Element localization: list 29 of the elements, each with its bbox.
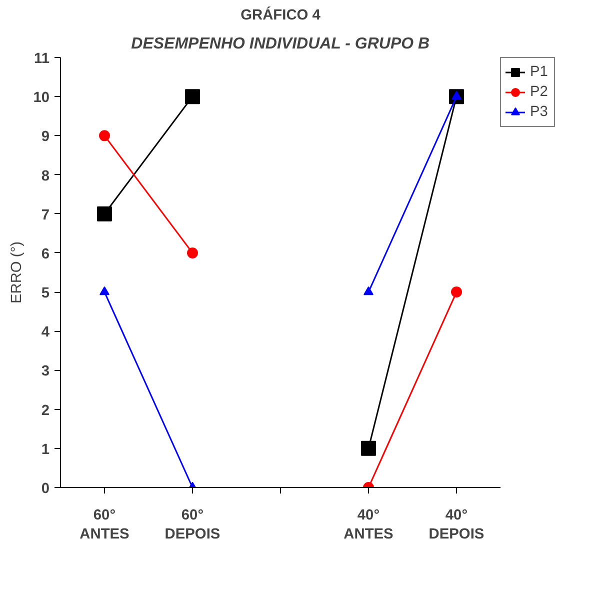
point: [185, 89, 200, 104]
x-tick-label: 60° DEPOIS: [164, 508, 220, 543]
chart-subtitle: DESEMPENHO INDIVIDUAL - GRUPO B: [131, 36, 430, 52]
point: [187, 247, 198, 258]
y-tick-label: 4: [41, 324, 50, 341]
point: [364, 286, 374, 296]
y-tick-label: 2: [41, 402, 50, 419]
chart-title: GRÁFICO 4: [240, 6, 322, 24]
point: [99, 130, 110, 142]
y-tick-label: 3: [41, 364, 50, 380]
y-tick-label: 10: [33, 90, 50, 106]
y-tick-label: 8: [41, 168, 50, 184]
x-tick-label: 60° ANTES: [80, 508, 130, 543]
y-tick-label: 5: [41, 286, 50, 302]
y-tick-label: 11: [34, 51, 50, 67]
y-tick-label: 1: [41, 442, 50, 458]
y-tick-label: 7: [41, 207, 50, 224]
legend-label: P1: [530, 64, 549, 80]
y-tick-label: 9: [41, 129, 50, 146]
point: [451, 286, 462, 298]
x-tick-label: 40° ANTES: [344, 508, 394, 543]
y-tick-label: 0: [41, 481, 50, 497]
y-tick-label: 6: [41, 246, 50, 262]
point: [97, 206, 112, 222]
point: [100, 286, 110, 296]
y-axis-title: ERRO (°): [9, 241, 26, 304]
legend-label: P2: [530, 84, 549, 100]
legend-label: P3: [530, 104, 549, 120]
x-tick-label: 40° DEPOIS: [428, 508, 484, 543]
